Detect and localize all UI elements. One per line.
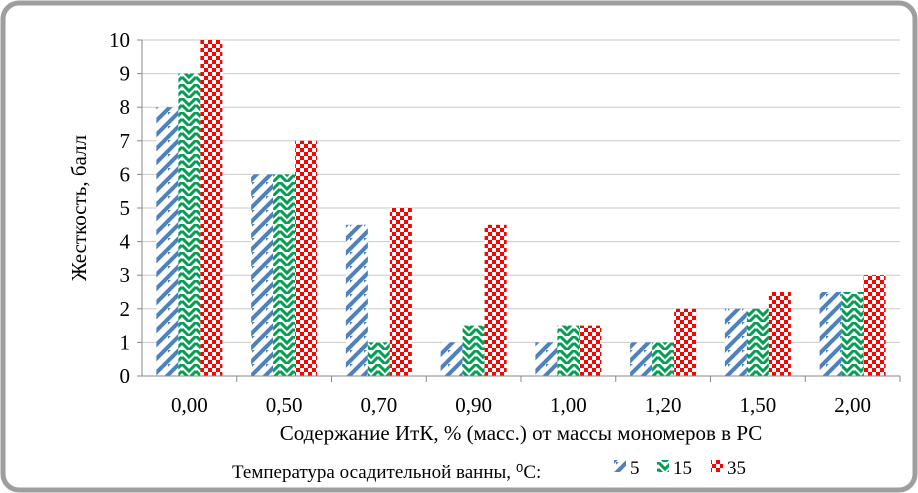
y-tick-label: 10 bbox=[109, 28, 130, 52]
bar-15-2,00 bbox=[841, 292, 864, 376]
bar-15-1,20 bbox=[652, 342, 675, 376]
legend-swatch-35 bbox=[711, 460, 723, 472]
x-tick-label: 1,00 bbox=[550, 393, 587, 417]
x-tick-label: 0,90 bbox=[455, 393, 492, 417]
x-tick-label: 2,00 bbox=[834, 393, 871, 417]
legend-title: Температура осадительной ванны, ⁰С: bbox=[232, 462, 541, 483]
bar-35-1,00 bbox=[579, 325, 602, 376]
legend-label-5: 5 bbox=[630, 458, 640, 479]
bar-5-0,90 bbox=[440, 342, 463, 376]
bar-35-1,50 bbox=[768, 292, 791, 376]
legend-swatch-5 bbox=[614, 460, 626, 472]
bar-35-2,00 bbox=[863, 275, 886, 376]
y-tick-label: 5 bbox=[120, 196, 131, 220]
bar-5-0,50 bbox=[251, 174, 274, 376]
x-axis-title: Содержание ИтК, % (масс.) от массы моном… bbox=[280, 421, 763, 445]
bar-15-1,50 bbox=[746, 308, 769, 376]
bars bbox=[156, 40, 886, 376]
y-tick-label: 0 bbox=[120, 364, 131, 388]
y-tick-label: 9 bbox=[120, 62, 131, 86]
bar-5-1,50 bbox=[724, 308, 747, 376]
bar-35-0,50 bbox=[295, 140, 318, 376]
x-tick-label: 0,50 bbox=[266, 393, 303, 417]
bar-15-0,00 bbox=[178, 73, 201, 376]
y-tick-label: 2 bbox=[120, 297, 131, 321]
tick-labels: 0 1 2 3 4 5 6 7 8 9 10 0,00 0,50 0,70 0,90 1,00 1,20 1,50… bbox=[109, 28, 871, 417]
x-tick-label: 1,50 bbox=[740, 393, 777, 417]
y-tick-label: 7 bbox=[120, 129, 131, 153]
x-tick-label: 1,20 bbox=[645, 393, 682, 417]
legend-label-35: 35 bbox=[727, 458, 746, 479]
y-tick-label: 6 bbox=[120, 162, 131, 186]
y-tick-label: 3 bbox=[120, 263, 131, 287]
bar-5-2,00 bbox=[819, 292, 842, 376]
y-tick-label: 4 bbox=[120, 230, 131, 254]
bar-5-0,00 bbox=[156, 107, 179, 376]
legend: Температура осадительной ванны, ⁰С: 5 15 3… bbox=[232, 458, 746, 483]
bar-35-0,70 bbox=[389, 208, 412, 376]
bar-5-1,20 bbox=[630, 342, 653, 376]
x-tick-label: 0,70 bbox=[361, 393, 398, 417]
bar-15-0,50 bbox=[273, 174, 296, 376]
y-axis-title: Жесткость, балл bbox=[67, 135, 91, 281]
axes bbox=[137, 39, 901, 382]
bar-35-0,00 bbox=[200, 40, 223, 376]
bar-5-0,70 bbox=[345, 224, 368, 376]
y-tick-label: 1 bbox=[120, 330, 131, 354]
x-tick-label: 0,00 bbox=[171, 393, 208, 417]
legend-swatch-15 bbox=[657, 460, 669, 472]
bar-35-0,90 bbox=[484, 224, 507, 376]
bar-15-0,90 bbox=[462, 325, 485, 376]
bar-15-1,00 bbox=[557, 325, 580, 376]
y-tick-label: 8 bbox=[120, 95, 131, 119]
legend-label-15: 15 bbox=[673, 458, 692, 479]
bar-5-1,00 bbox=[535, 342, 558, 376]
bar-15-0,70 bbox=[367, 342, 390, 376]
bar-35-1,20 bbox=[674, 308, 697, 376]
